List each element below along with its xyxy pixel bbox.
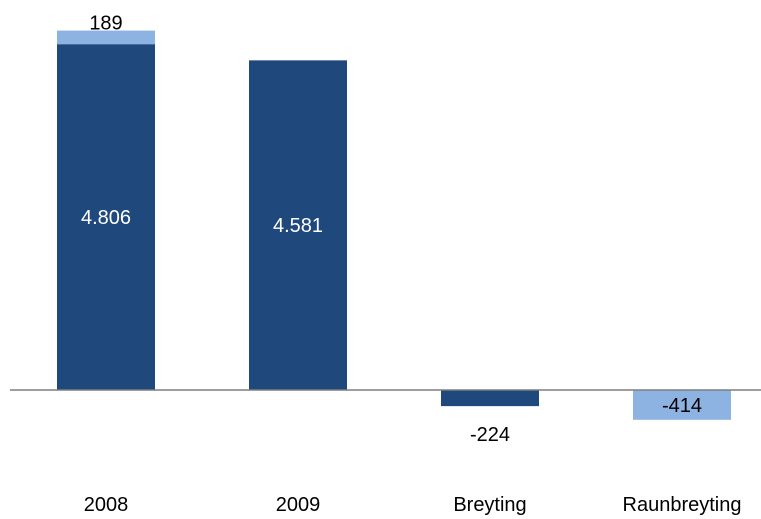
value-label-2008-series-2: 189 [89, 13, 122, 35]
value-label-raunbreyting-series-2: -414 [662, 395, 702, 417]
bar-2008-series-2 [57, 30, 155, 45]
category-label-breyting: Breyting [453, 494, 526, 516]
category-label-raunbreyting: Raunbreyting [623, 494, 742, 516]
category-labels-group: 2008 2009 Breyting Raunbreyting [84, 494, 742, 516]
category-label-2009: 2009 [276, 494, 321, 516]
bar-raunbreyting-series-2 [633, 390, 731, 420]
value-labels-group: 4.806 189 4.581 -224 -414 [81, 13, 702, 447]
category-label-2008: 2008 [84, 494, 129, 516]
bar-2009-series-1 [249, 60, 347, 391]
value-label-2008-series-1: 4.806 [81, 207, 131, 229]
value-label-breyting-series-1: -224 [470, 424, 510, 446]
bar-2008-series-1 [57, 44, 155, 390]
bars-group [57, 30, 731, 420]
value-label-2009-series-1: 4.581 [273, 215, 323, 237]
bar-breyting-series-1 [441, 390, 539, 407]
